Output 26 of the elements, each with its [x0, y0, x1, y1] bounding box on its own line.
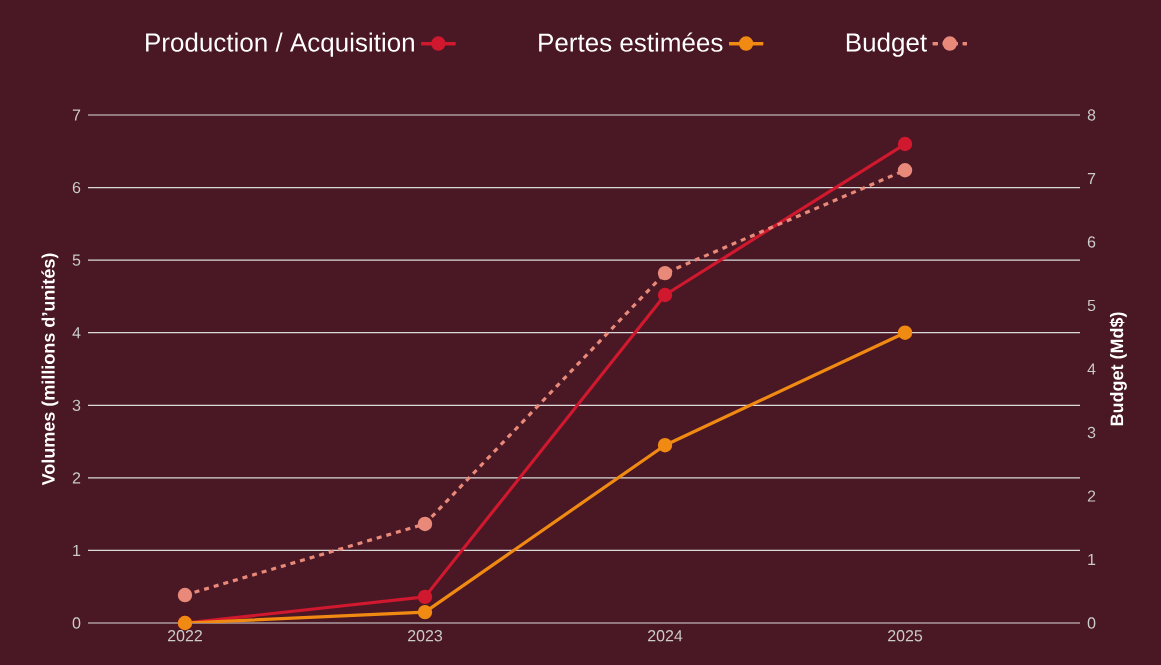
x-tick-label: 2024	[648, 630, 683, 642]
y2-tick-label: 1	[1088, 554, 1096, 566]
y-tick-label: 3	[72, 399, 81, 411]
legend-label: Budget	[846, 32, 927, 57]
y2-axis-title: Budget (Md$)	[1109, 312, 1127, 426]
x-tick-label: 2023	[408, 630, 443, 642]
y-axis-title: Volumes (millions d’unités)	[41, 253, 59, 486]
legend-label: Production / Acquisition	[146, 32, 414, 57]
y2-tick-label: 0	[1087, 617, 1096, 629]
y2-tick-label: 2	[1087, 490, 1096, 502]
y2-tick-label: 7	[1087, 173, 1096, 185]
y-tick-label: 5	[72, 254, 81, 266]
y2-tick-label: 3	[1087, 426, 1096, 439]
y-tick-label: 0	[72, 617, 81, 629]
y-tick-label: 2	[72, 472, 81, 484]
y-tick-label: 7	[72, 109, 81, 121]
y2-tick-label: 4	[1087, 363, 1096, 375]
x-tick-label: 2022	[167, 630, 202, 642]
y-tick-label: 4	[72, 327, 81, 339]
y2-tick-label: 6	[1087, 236, 1096, 248]
y-tick-label: 1	[73, 544, 81, 556]
x-tick-label: 2025	[888, 630, 923, 642]
y-tick-label: 6	[72, 181, 81, 194]
y2-tick-label: 8	[1087, 109, 1096, 121]
y2-tick-label: 5	[1087, 299, 1096, 312]
legend-label: Pertes estimées	[539, 32, 723, 52]
